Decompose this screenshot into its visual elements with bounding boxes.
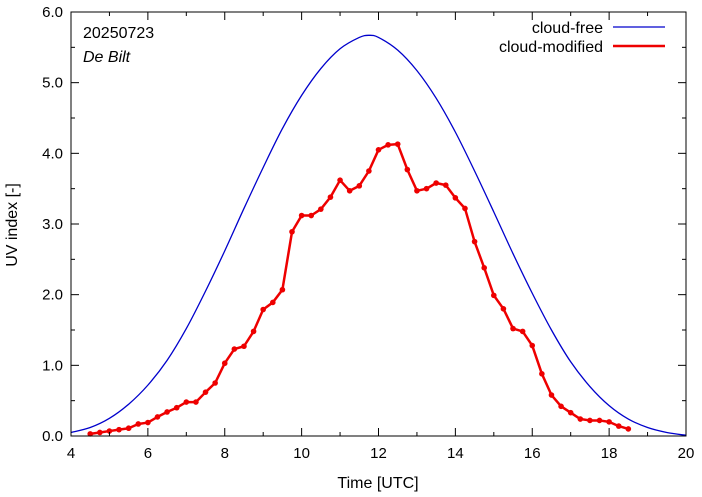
plot-frame (70, 11, 687, 437)
data-point-cloud-modified (106, 428, 113, 434)
data-point-cloud-modified (519, 328, 526, 335)
data-point-cloud-modified (558, 403, 564, 410)
x-tick-label: 8 (221, 445, 229, 462)
data-point-cloud-modified (308, 212, 315, 219)
x-ticks: 4 6 8 10 12 14 16 18 20 (67, 12, 695, 462)
data-point-cloud-modified (87, 431, 94, 437)
data-point-cloud-modified (385, 142, 391, 148)
data-point-cloud-modified (164, 409, 170, 415)
data-point-cloud-modified (414, 187, 420, 194)
data-point-cloud-modified (500, 306, 507, 312)
series-line-cloud-free (70, 34, 687, 436)
y-tick-label: 4.0 (42, 145, 63, 162)
data-point-cloud-modified (154, 414, 161, 420)
x-tick-label: 16 (524, 445, 541, 462)
data-point-cloud-modified (404, 166, 411, 173)
x-tick-label: 4 (67, 445, 75, 462)
data-point-cloud-modified (529, 342, 536, 349)
plot-markers (87, 141, 632, 437)
data-point-cloud-modified (442, 182, 449, 188)
data-point-cloud-modified (250, 328, 257, 335)
data-point-cloud-modified (577, 416, 584, 422)
data-point-cloud-modified (221, 360, 228, 367)
y-ticks: 0.0 1.0 2.0 3.0 4.0 5.0 6.0 (42, 4, 686, 445)
legend-label-cloud-free: cloud-free (532, 20, 603, 37)
data-point-cloud-modified (183, 399, 190, 405)
plot-curves (70, 34, 687, 436)
data-point-cloud-modified (625, 426, 632, 432)
data-point-cloud-modified (596, 417, 603, 424)
y-tick-label: 3.0 (42, 216, 63, 233)
data-point-cloud-modified (298, 212, 305, 219)
data-point-cloud-modified (481, 265, 488, 271)
data-point-cloud-modified (423, 185, 430, 192)
date-annotation: 20250723 (83, 25, 154, 42)
data-point-cloud-modified (97, 429, 103, 436)
data-point-cloud-modified (193, 399, 199, 405)
data-point-cloud-modified (202, 389, 209, 395)
data-point-cloud-modified (135, 421, 142, 427)
data-point-cloud-modified (462, 205, 468, 212)
plot-frame-group (70, 11, 687, 437)
data-point-cloud-modified (471, 238, 478, 245)
y-tick-label: 2.0 (42, 287, 63, 304)
data-point-cloud-modified (567, 409, 574, 416)
data-point-cloud-modified (241, 343, 247, 350)
y-tick-label: 5.0 (42, 75, 63, 92)
x-tick-label: 10 (293, 445, 310, 462)
data-point-cloud-modified (356, 183, 363, 189)
data-point-cloud-modified (116, 426, 122, 433)
data-point-cloud-modified (346, 187, 353, 194)
legend: cloud-free cloud-modified (499, 20, 665, 56)
data-point-cloud-modified (173, 404, 180, 411)
y-axis-label: UV index [-] (4, 183, 21, 267)
data-point-cloud-modified (366, 168, 372, 174)
y-tick-label: 0.0 (42, 428, 63, 445)
data-point-cloud-modified (587, 417, 593, 424)
data-point-cloud-modified (375, 147, 382, 153)
legend-label-cloud-modified: cloud-modified (499, 39, 603, 56)
data-point-cloud-modified (212, 380, 218, 386)
data-point-cloud-modified (606, 419, 612, 425)
y-tick-label: 1.0 (42, 357, 63, 374)
x-tick-label: 14 (447, 445, 464, 462)
data-point-cloud-modified (125, 425, 132, 432)
data-point-cloud-modified (279, 286, 286, 293)
data-point-cloud-modified (327, 194, 334, 200)
x-tick-label: 12 (370, 445, 387, 462)
data-point-cloud-modified (548, 392, 555, 398)
data-point-cloud-modified (510, 325, 516, 332)
data-point-cloud-modified (145, 419, 151, 426)
y-tick-label: 6.0 (42, 4, 63, 21)
data-point-cloud-modified (452, 195, 459, 201)
data-point-cloud-modified (615, 423, 622, 429)
x-tick-label: 6 (144, 445, 152, 462)
location-annotation: De Bilt (83, 49, 131, 66)
data-point-cloud-modified (231, 346, 238, 352)
data-point-cloud-modified (318, 206, 324, 212)
data-point-cloud-modified (337, 177, 343, 183)
data-point-cloud-modified (394, 141, 401, 147)
x-axis-label: Time [UTC] (337, 475, 418, 492)
x-tick-label: 18 (601, 445, 618, 462)
data-point-cloud-modified (260, 306, 266, 313)
data-point-cloud-modified (269, 299, 276, 306)
x-tick-label: 20 (678, 445, 695, 462)
data-point-cloud-modified (289, 228, 295, 235)
data-point-cloud-modified (491, 292, 497, 299)
data-point-cloud-modified (433, 180, 439, 186)
data-point-cloud-modified (539, 371, 545, 377)
